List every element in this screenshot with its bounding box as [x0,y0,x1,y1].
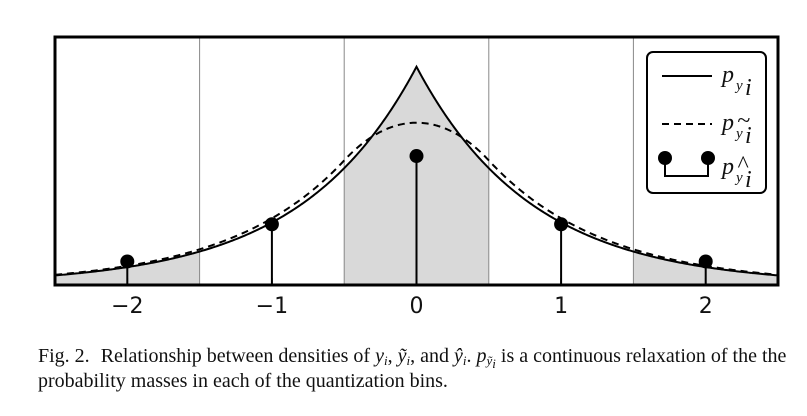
caption-and: , and [410,345,454,367]
caption-text-2: is a continuous relaxation of the the pr… [38,345,787,392]
legend-subsub-1: i [745,123,752,149]
legend-stem-marker-right [701,151,715,165]
stem-marker-3 [554,217,569,232]
x-tick-label-4: 2 [699,294,713,319]
stem-marker-2 [409,149,424,164]
legend-sub-2: y [734,170,743,186]
stem-marker-4 [698,254,713,269]
density-figure: −2 −1 0 1 2 p y i p y i ~ p y i ^ [53,35,780,319]
caption-label: Fig. 2. [38,345,90,367]
legend-accent-1: ~ [737,108,750,134]
legend-sub-0: y [734,78,743,94]
x-tick-label-1: −1 [256,294,288,319]
caption-text-1: Relationship between densities of [100,345,376,367]
series-p-ytilde-dashed [54,121,779,276]
legend-accent-2: ^ [737,152,749,178]
legend-sub-1: y [734,126,743,142]
x-tick-label-3: 1 [554,294,568,319]
legend-label-1: p [720,110,734,136]
legend-stem-marker-left [658,151,672,165]
caption-period: . [466,345,477,367]
figure-caption: Fig. 2. Relationship between densities o… [38,344,803,394]
caption-ytilde: ỹi [397,345,411,368]
caption-y: yi [375,345,388,368]
caption-yhat: ŷi [454,345,467,368]
legend-label-0: p [720,62,734,88]
stem-marker-1 [264,217,279,232]
legend-subsub-0: i [745,75,752,101]
x-tick-label-0: −2 [111,294,143,319]
legend-label-2: p [720,154,734,180]
x-tick-label-2: 0 [410,294,424,319]
legend-subsub-2: i [745,167,752,193]
stem-marker-0 [120,254,135,269]
series-p-y-solid [54,64,779,277]
legend-stem-line [664,158,709,177]
caption-p-ytilde: pỹi [476,345,496,371]
caption-comma: , [387,345,398,367]
legend-box [646,51,767,194]
density-chart: −2 −1 0 1 2p y ip y i~p y i^ [53,35,780,319]
